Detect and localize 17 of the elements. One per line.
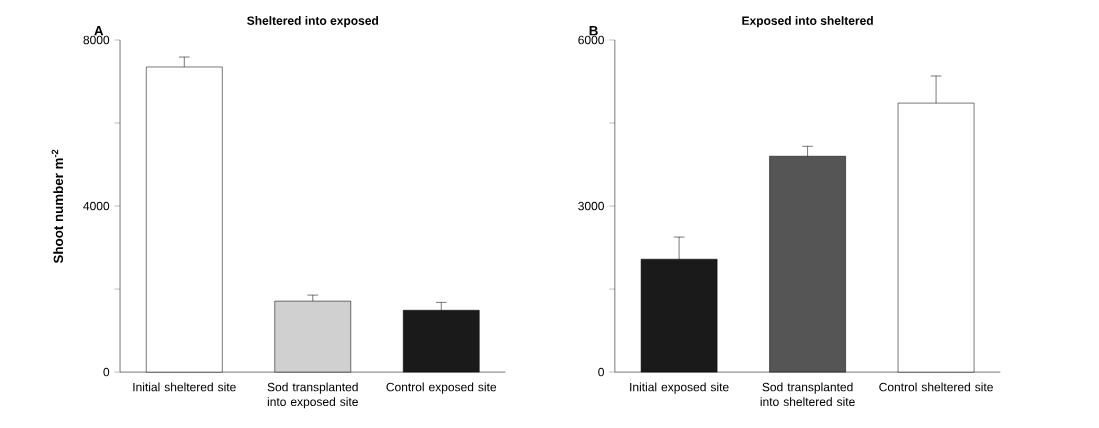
y-tick-label: 0 bbox=[598, 367, 604, 377]
x-tick-label: Initial exposed site bbox=[630, 382, 729, 394]
x-tick-label: Control sheltered site bbox=[879, 382, 993, 392]
chart-title: Sheltered into exposed bbox=[247, 16, 379, 28]
y-tick-label: 6000 bbox=[578, 35, 604, 45]
chart-title: Exposed into sheltered bbox=[742, 16, 873, 28]
y-tick-label: 3000 bbox=[578, 201, 604, 211]
y-tick-label: 4000 bbox=[83, 201, 110, 211]
text: B bbox=[589, 26, 598, 36]
y-tick-label: 8000 bbox=[83, 35, 110, 45]
y-axis-title: Shoot number m$^{-2}$ bbox=[51, 149, 64, 264]
x-tick-label: Sod transplanted into exposed site bbox=[267, 382, 358, 409]
x-tick-label: Sod transplanted into sheltered site bbox=[760, 382, 855, 406]
x-tick-label: Initial sheltered site bbox=[133, 382, 236, 392]
y-tick-label: 0 bbox=[103, 367, 110, 377]
x-tick-label: Control exposed site bbox=[386, 382, 497, 394]
text: A bbox=[94, 26, 104, 36]
